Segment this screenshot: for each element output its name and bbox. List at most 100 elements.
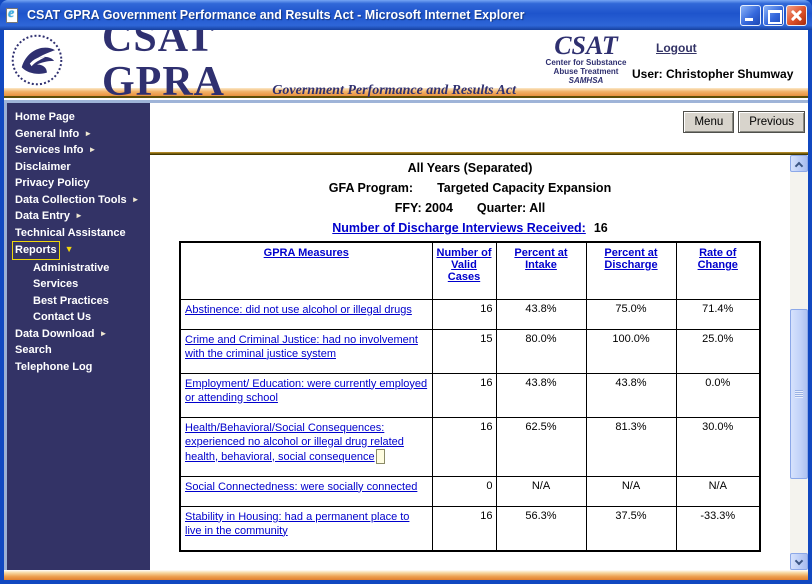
sidebar-item[interactable]: Privacy Policy [7,175,150,192]
scrollbar-grip [795,390,803,398]
sidebar-item-label: Best Practices [33,294,109,307]
column-header-cell: Percent at Intake [495,241,587,300]
sidebar-item[interactable]: Best Practices [7,293,150,310]
menu-arrow-icon: ► [99,328,108,338]
column-header-cell: Number of Valid Cases [431,241,497,300]
sidebar-item[interactable]: Search [7,342,150,359]
header-stripe [4,88,808,103]
sidebar-item[interactable]: Services Info ► [7,142,150,159]
vertical-scrollbar[interactable] [790,155,808,570]
measure-link[interactable]: Social Connectedness: were socially conn… [185,480,418,493]
percent-discharge-cell: 100.0% [585,328,677,374]
sidebar-item[interactable]: Disclaimer [7,159,150,176]
sidebar-item-label: Contact Us [33,311,92,323]
window-title: CSAT GPRA Government Performance and Res… [27,8,525,22]
brand-block: CSAT GPRA Government Performance and Res… [102,30,516,104]
gpra-table-body: Abstinence: did not use alcohol or illeg… [179,298,761,551]
menu-arrow-icon: ▼ [64,244,74,254]
measure-cell: Stability in Housing: had a permanent pl… [179,505,433,551]
measure-link[interactable]: Stability in Housing: had a permanent pl… [185,510,410,537]
content-row: All Years (Separated) GFA Program: Target… [150,155,808,570]
csat-samhsa: SAMHSA [568,76,604,85]
sidebar-item[interactable]: Data Entry ► [7,208,150,225]
csat-line2: Abuse Treatment [553,67,619,76]
sidebar-item[interactable]: Administrative [7,260,150,277]
sidebar-item[interactable]: Technical Assistance [7,225,150,242]
table-row: Crime and Criminal Justice: had no invol… [179,328,761,374]
sidebar-item[interactable]: General Info ► [7,126,150,143]
menu-arrow-icon: ► [88,145,97,154]
sidebar-item-label: Services [33,278,79,290]
csat-acronym: CSAT [554,31,618,60]
report-period-line: FFY: 2004 Quarter: All [150,198,790,218]
measure-link[interactable]: Employment/ Education: were currently em… [185,377,428,404]
measure-link[interactable]: Crime and Criminal Justice: had no invol… [185,333,418,360]
scrollbar-track[interactable] [790,172,808,553]
brand-title: CSAT GPRA [102,30,225,105]
percent-intake-cell: 43.8% [495,298,587,330]
report-program-line: GFA Program: Targeted Capacity Expansion [150,178,790,198]
valid-cases-cell: 0 [431,475,497,507]
logout-link[interactable]: Logout [656,41,697,55]
table-row: Health/Behavioral/Social Consequences: e… [179,416,761,477]
column-header-link[interactable]: Number of Valid Cases [436,247,492,283]
sidebar-item-label: General Info [15,127,80,140]
close-button[interactable] [786,4,807,26]
rate-change-cell: N/A [675,475,761,507]
sidebar-item-label: Data Entry [15,210,71,222]
rate-change-cell: 0.0% [675,372,761,418]
table-row: Social Connectedness: were socially conn… [179,475,761,507]
tooltip-artifact [375,448,385,464]
column-header-link[interactable]: GPRA Measures [263,247,349,259]
sidebar-item[interactable]: Data Download ► [7,326,150,343]
percent-discharge-cell: 75.0% [585,298,677,330]
sidebar-item[interactable]: Telephone Log [7,359,150,376]
gpra-measures-table: GPRA Measures Number of Valid Cases Perc… [179,241,761,552]
table-row: Abstinence: did not use alcohol or illeg… [179,298,761,330]
interviews-received-link[interactable]: Number of Discharge Interviews Received: [332,221,586,235]
maximize-button[interactable] [763,4,784,26]
menu-button[interactable]: Menu [683,111,735,133]
sidebar-item-label: Services Info [15,144,84,156]
valid-cases-cell: 16 [431,298,497,330]
sidebar-item[interactable]: Services [7,276,150,293]
sidebar-item-label: Privacy Policy [15,177,90,189]
page-header: CSAT GPRA Government Performance and Res… [4,30,808,104]
report-pane: All Years (Separated) GFA Program: Target… [150,155,790,570]
previous-button[interactable]: Previous [738,111,805,133]
sidebar-item[interactable]: Contact Us [7,309,150,326]
table-header-row: GPRA Measures Number of Valid Cases Perc… [179,241,761,300]
ffy-label: FFY: 2004 [394,201,453,215]
column-header-link[interactable]: Rate of Change [697,247,738,271]
page-icon [6,7,18,23]
interviews-count: 16 [593,221,608,235]
valid-cases-cell: 16 [431,416,497,477]
menu-arrow-icon: ► [131,194,140,204]
sidebar-item-label: Data Collection Tools [15,193,127,206]
percent-intake-cell: 80.0% [495,328,587,374]
report-title: All Years (Separated) [407,161,533,175]
valid-cases-cell: 16 [431,372,497,418]
scroll-up-button[interactable] [790,155,808,172]
window-frame: CSAT GPRA Government Performance and Res… [0,30,812,584]
percent-intake-cell: 62.5% [495,416,587,477]
scrollbar-thumb[interactable] [790,309,808,479]
sidebar-item[interactable]: Home Page [7,109,150,126]
sidebar-item[interactable]: Data Collection Tools ► [7,192,150,209]
measure-link[interactable]: Abstinence: did not use alcohol or illeg… [185,303,412,316]
column-header-link[interactable]: Percent at Intake [514,247,568,271]
report-interviews-line: Number of Discharge Interviews Received:… [150,218,790,238]
scroll-down-button[interactable] [790,553,808,570]
column-header-link[interactable]: Percent at Discharge [604,247,658,271]
sidebar-item[interactable]: Reports ▼ [7,241,150,260]
measure-link[interactable]: Health/Behavioral/Social Consequences: e… [185,421,404,463]
internet-explorer-icon: e [5,6,22,24]
rate-change-cell: 71.4% [675,298,761,330]
minimize-button[interactable] [740,4,761,26]
percent-discharge-cell: 43.8% [585,372,677,418]
sidebar-item-label: Technical Assistance [15,226,126,239]
column-header-cell: Rate of Change [675,241,761,300]
measure-cell: Employment/ Education: were currently em… [179,372,433,418]
sidebar-item-label: Administrative [33,261,110,274]
sidebar-item-label: Telephone Log [15,360,93,373]
